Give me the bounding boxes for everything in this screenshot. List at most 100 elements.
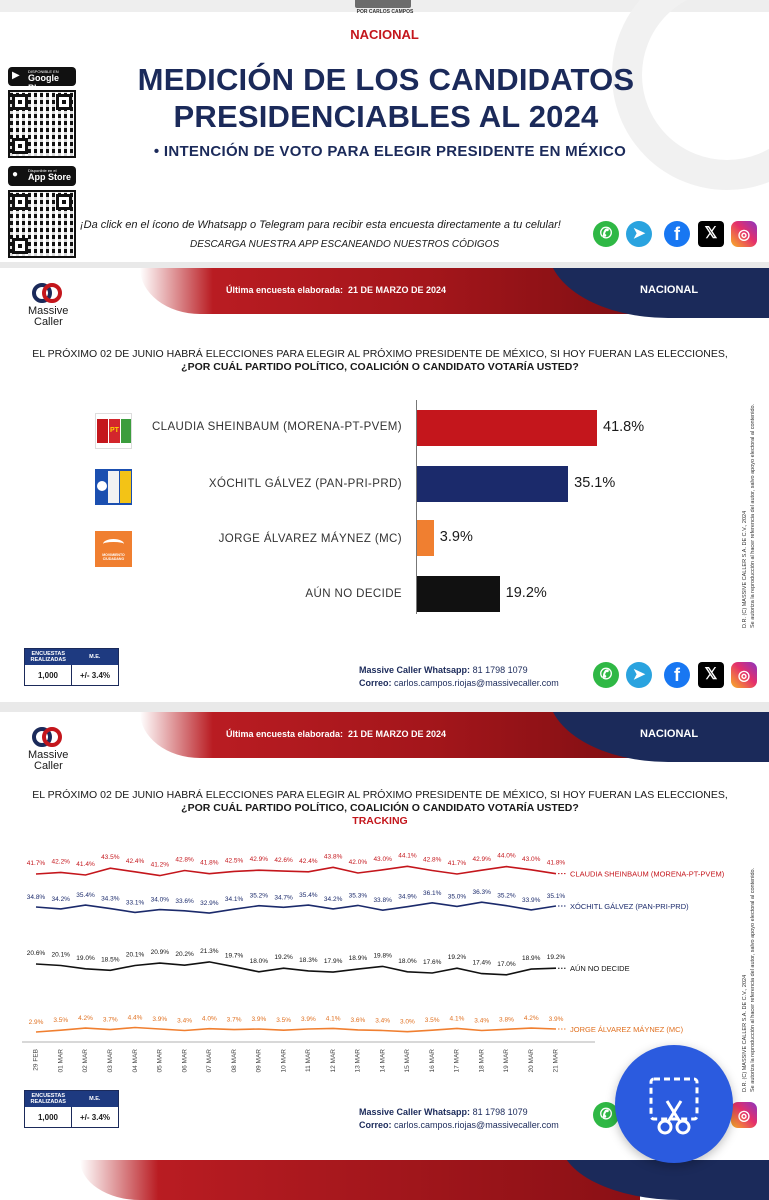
instagram-icon[interactable]: ◎ [731,662,757,688]
point-label-galvez-20: 33.9% [522,897,541,904]
point-label-undecided-12: 17.9% [324,958,343,965]
x-tick-11: 11 MAR [305,1049,312,1072]
instagram-icon[interactable]: ◎ [731,1102,757,1128]
scope-label: NACIONAL [640,728,699,740]
question-line1: EL PRÓXIMO 02 DE JUNIO HABRÁ ELECCIONES … [32,789,728,801]
point-label-undecided-21: 19.2% [547,954,566,961]
section-divider [0,702,769,712]
x-tick-8: 08 MAR [231,1049,238,1073]
point-label-maynez-5: 3.9% [152,1016,167,1023]
x-tick-13: 13 MAR [355,1049,362,1073]
instagram-icon[interactable]: ◎ [731,221,757,247]
series-name-galvez: XÓCHITL GÁLVEZ (PAN-PRI-PRD) [570,902,689,911]
point-label-maynez-20: 4.2% [524,1015,539,1022]
point-label-galvez-0: 34.8% [27,894,46,901]
x-tick-0: 29 FEB [33,1049,40,1071]
email-link[interactable]: carlos.campos.riojas@massivecaller.com [394,1120,559,1130]
whatsapp-number[interactable]: 81 1798 1079 [472,665,528,675]
x-tick-6: 06 MAR [181,1049,188,1073]
point-label-sheinbaum-10: 42.6% [274,857,293,864]
whatsapp-icon[interactable]: ✆ [593,662,619,688]
point-label-galvez-1: 34.2% [52,896,71,903]
app-store-badge[interactable]: ● Disponible en el App Store [8,166,76,186]
massive-caller-mark-icon [32,283,62,303]
point-label-maynez-12: 4.1% [326,1015,341,1022]
point-label-undecided-9: 18.0% [250,958,269,965]
candidate-label-galvez: XÓCHITL GÁLVEZ (PAN-PRI-PRD) [208,478,402,490]
point-label-maynez-0: 2.9% [29,1019,44,1026]
scope-label: NACIONAL [640,284,699,296]
x-tick-19: 19 MAR [503,1049,510,1073]
point-label-sheinbaum-14: 43.0% [373,856,392,863]
whatsapp-contact: Massive Caller Whatsapp: 81 1798 1079 [359,1107,528,1117]
point-label-undecided-15: 18.0% [398,958,417,965]
point-label-galvez-15: 34.9% [398,894,417,901]
facebook-icon[interactable]: f [664,662,690,688]
point-label-sheinbaum-8: 42.5% [225,857,244,864]
x-icon[interactable]: 𝕏 [698,662,724,688]
tracking-label: TRACKING [352,815,408,827]
point-label-undecided-18: 17.4% [472,960,491,967]
scissors-selection-icon [649,1077,699,1135]
copyright-vertical: D.R. (C) MASSIVE CALLER S.A. DE C.V., 20… [742,510,748,628]
point-label-galvez-21: 35.1% [547,893,566,900]
point-label-sheinbaum-18: 42.9% [472,856,491,863]
point-label-sheinbaum-6: 42.8% [175,856,194,863]
email-link[interactable]: carlos.campos.riojas@massivecaller.com [394,678,559,688]
qr-code-android[interactable] [8,90,76,158]
point-label-sheinbaum-4: 42.4% [126,858,145,865]
whatsapp-icon[interactable]: ✆ [593,1102,619,1128]
section-divider [0,262,769,272]
point-label-undecided-0: 20.6% [27,950,46,957]
whatsapp-number[interactable]: 81 1798 1079 [472,1107,528,1117]
candidate-label-maynez: JORGE ÁLVAREZ MÁYNEZ (MC) [218,533,402,545]
point-label-maynez-16: 3.5% [425,1017,440,1024]
email-label: Correo: [359,1120,392,1130]
bottom-banner-red [80,1160,640,1200]
point-label-undecided-19: 17.0% [497,961,516,968]
page-subtitle: • INTENCIÓN DE VOTO PARA ELEGIR PRESIDEN… [153,143,627,160]
latest-survey-label: Última encuesta elaborada: [226,285,344,295]
google-play-badge[interactable]: ▶ DISPONIBLE EN Google Play [8,67,76,93]
brand-line1: Massive [28,305,69,317]
point-label-galvez-12: 34.2% [324,896,343,903]
bar-chart-panel: Última encuesta elaborada: 21 DE MARZO D… [0,268,769,700]
margin-header: M.E. [89,654,101,660]
point-label-sheinbaum-20: 43.0% [522,856,541,863]
point-label-maynez-2: 4.2% [78,1015,93,1022]
x-tick-4: 04 MAR [132,1049,139,1073]
x-tick-10: 10 MAR [280,1049,287,1073]
qr-code-ios[interactable] [8,190,76,258]
surveys-header: ENCUESTAS REALIZADAS [30,1093,66,1105]
point-label-maynez-8: 3.7% [227,1017,242,1024]
facebook-icon[interactable]: f [664,221,690,247]
header-section: POR CARLOS CAMPOS NACIONAL MEDICIÓN DE L… [0,0,769,266]
x-tick-1: 01 MAR [57,1049,64,1073]
point-label-sheinbaum-15: 44.1% [398,852,417,859]
point-label-sheinbaum-0: 41.7% [27,860,46,867]
email-contact: Correo: carlos.campos.riojas@massivecall… [359,1120,559,1130]
question-line2: ¿POR CUÁL PARTIDO POLÍTICO, COALICIÓN O … [181,361,579,373]
point-label-maynez-15: 3.0% [400,1019,415,1026]
bar-sheinbaum [417,410,597,446]
point-label-sheinbaum-9: 42.9% [250,856,269,863]
point-label-sheinbaum-3: 43.5% [101,854,120,861]
telegram-icon[interactable]: ➤ [626,662,652,688]
download-text: DESCARGA NUESTRA APP ESCANEANDO NUESTROS… [190,239,500,250]
promo-text: ¡Da click en el ícono de Whatsapp o Tele… [80,219,561,231]
telegram-icon[interactable]: ➤ [626,221,652,247]
x-tick-15: 15 MAR [404,1049,411,1073]
whatsapp-icon[interactable]: ✆ [593,221,619,247]
question-line2: ¿POR CUÁL PARTIDO POLÍTICO, COALICIÓN O … [181,802,579,814]
scope-label: NACIONAL [350,27,419,42]
whatsapp-label: Massive Caller Whatsapp: [359,1107,471,1117]
screenshot-crop-button[interactable] [615,1045,733,1163]
bar-maynez [417,520,434,556]
bottom-banner [0,1160,769,1200]
point-label-undecided-5: 20.9% [151,949,170,956]
candidate-label-undecided: AÚN NO DECIDE [305,588,402,600]
point-label-undecided-1: 20.1% [52,952,71,959]
point-label-galvez-2: 35.4% [76,892,95,899]
margin-header: M.E. [89,1096,101,1102]
x-icon[interactable]: 𝕏 [698,221,724,247]
